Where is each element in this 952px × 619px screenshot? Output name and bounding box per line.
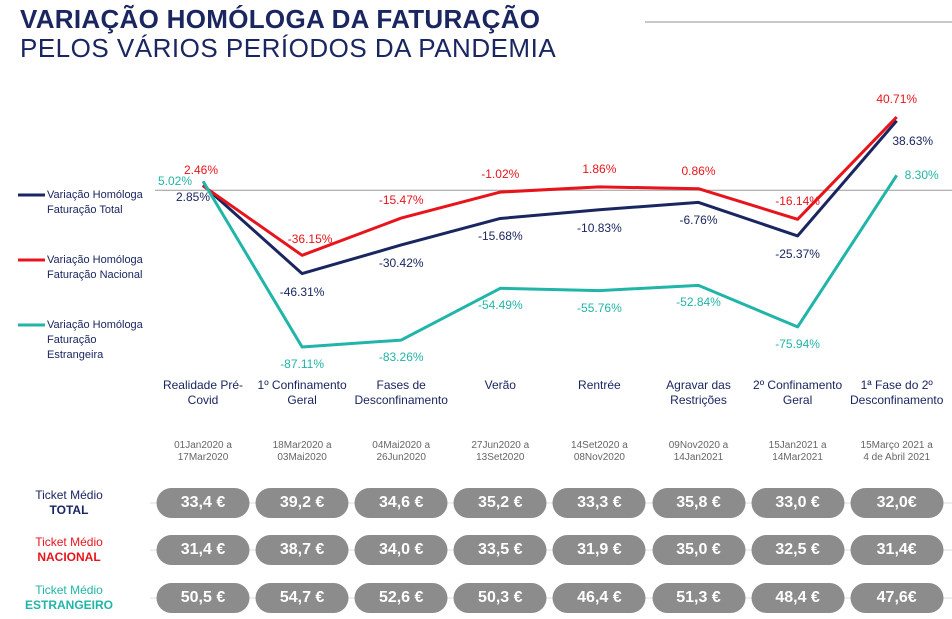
legend-label: Variação Homóloga Faturação Total [47, 189, 143, 216]
data-label: 0.86% [681, 163, 716, 178]
ticket-value: 31,4 € [156, 535, 250, 565]
data-label: -54.49% [477, 298, 523, 313]
data-label: -46.31% [279, 284, 325, 299]
ticket-value: 33,3 € [552, 488, 646, 518]
row-title: Ticket Médio [35, 488, 103, 502]
data-label: -1.02% [481, 167, 520, 182]
row-label: Ticket Médio NACIONAL [0, 535, 138, 565]
ticket-value: 33,0 € [751, 488, 845, 518]
ticket-value: 32,0€ [850, 488, 944, 518]
data-label: 38.63% [892, 133, 934, 148]
series-line [202, 119, 898, 276]
x-tick-label: Fases de Desconfinamento [354, 378, 448, 407]
ticket-value: 33,4 € [156, 488, 250, 518]
chart-subtitle: PELOS VÁRIOS PERÍODOS DA PANDEMIA [20, 33, 557, 63]
legend-label: Variação Homóloga Faturação Estrangeira [47, 319, 143, 361]
data-label: 1.86% [582, 161, 617, 176]
ticket-value: 32,5 € [751, 535, 845, 565]
period-label: 15Março 2021 a 4 de Abril 2021 [860, 440, 933, 463]
data-label: -75.94% [775, 336, 820, 351]
data-label: -36.15% [287, 232, 333, 247]
row-title: Ticket Médio [35, 535, 103, 549]
ticket-value: 46,4 € [552, 583, 646, 613]
period-label: 14Set2020 a 08Nov2020 [571, 440, 628, 463]
data-label: 2.46% [183, 162, 219, 177]
period-label: 04Mai2020 a 26Jun2020 [372, 440, 431, 463]
series-line [201, 174, 898, 349]
period-label: 27Jun2020 a 13Set2020 [471, 440, 530, 463]
period-label: 09Nov2020 a 14Jan2021 [668, 440, 729, 463]
row-group: NACIONAL [37, 550, 101, 564]
ticket-value: 47,6€ [850, 583, 944, 613]
data-label: -15.68% [477, 229, 523, 244]
data-label: 8.30% [904, 168, 939, 183]
period-label: 01Jan2020 a 17Mar2020 [174, 440, 232, 463]
x-tick-label: 1º Confinamento Geral [257, 378, 347, 407]
data-label: -10.83% [577, 220, 622, 235]
row-title: Ticket Médio [35, 583, 103, 597]
x-tick-label: Rentrée [578, 378, 621, 392]
ticket-value: 31,9 € [552, 535, 646, 565]
data-label: -30.42% [378, 255, 424, 270]
chart-title: VARIAÇÃO HOMÓLOGA DA FATURAÇÃO [20, 4, 541, 34]
row-label: Ticket Médio TOTAL [0, 488, 138, 518]
data-label: -52.84% [676, 295, 721, 310]
data-label: -6.76% [679, 213, 718, 228]
ticket-value: 33,5 € [453, 535, 547, 565]
ticket-value: 54,7 € [255, 583, 349, 613]
data-label: -16.14% [775, 194, 820, 209]
ticket-value: 35,0 € [652, 535, 745, 565]
ticket-value: 31,4€ [850, 535, 944, 565]
ticket-value: 50,5 € [156, 583, 250, 613]
x-tick-label: 1ª Fase do 2º Desconfinamento [849, 378, 944, 407]
x-tick-label: Agravar das Restrições [666, 378, 731, 407]
period-label: 18Mar2020 a 03Mai2020 [272, 440, 332, 463]
ticket-value: 51,3 € [652, 583, 745, 613]
data-label: -87.11% [280, 357, 324, 371]
x-tick-label: Verão [484, 378, 516, 392]
data-label: 2.85% [175, 190, 211, 205]
ticket-value: 35,2 € [453, 488, 547, 518]
data-label: -55.76% [577, 300, 622, 315]
data-label: -83.26% [378, 350, 424, 365]
ticket-value: 48,4 € [751, 583, 845, 613]
ticket-value: 52,6 € [354, 583, 448, 613]
ticket-value: 34,0 € [354, 535, 448, 565]
data-label: 40.71% [876, 92, 918, 106]
row-group: TOTAL [49, 503, 89, 517]
series-line [202, 115, 898, 257]
row-label: Ticket Médio ESTRANGEIRO [0, 583, 138, 613]
x-tick-label: Realidade Pré-Covid [162, 378, 244, 407]
data-label: -25.37% [775, 246, 820, 261]
data-label: 5.02% [157, 174, 193, 189]
ticket-value: 39,2 € [255, 488, 349, 518]
x-tick-label: 2º Confinamento Geral [753, 378, 843, 407]
ticket-value: 38,7 € [255, 535, 349, 565]
ticket-value: 34,6 € [354, 488, 448, 518]
period-label: 15Jan2021 a 14Mar2021 [768, 440, 827, 463]
ticket-value: 50,3 € [453, 583, 547, 613]
data-label: -15.47% [378, 193, 424, 208]
legend-label: Variação Homóloga Faturação Nacional [47, 254, 143, 281]
row-group: ESTRANGEIRO [24, 598, 113, 612]
ticket-value: 35,8 € [652, 488, 745, 518]
